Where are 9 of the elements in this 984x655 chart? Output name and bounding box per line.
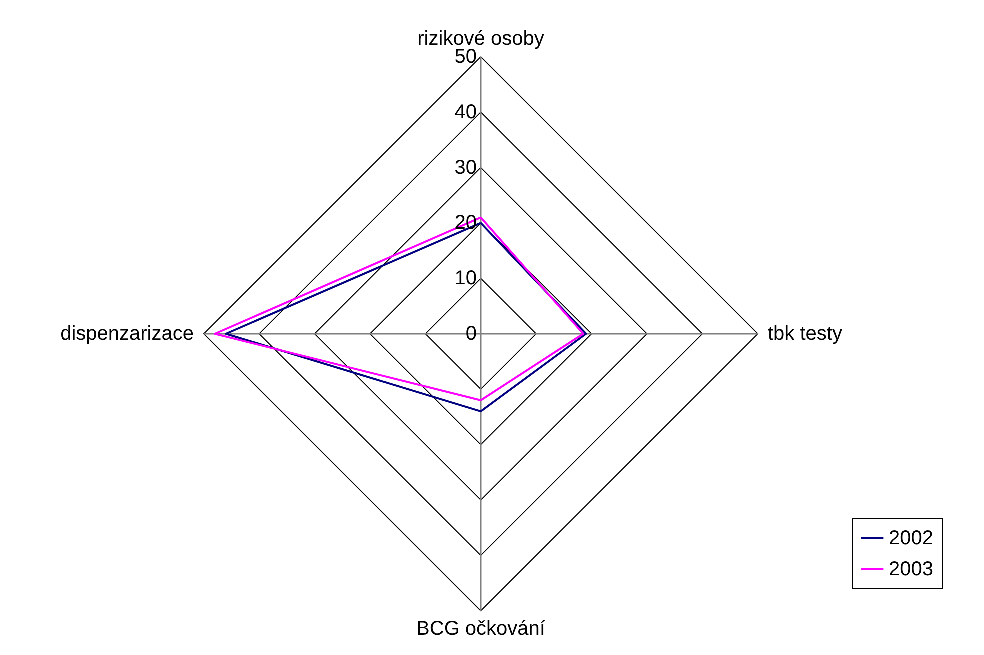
spoke-label: dispenzarizace [60,323,194,345]
y-tick-label: 40 [454,101,477,124]
y-tick-label: 0 [466,323,477,345]
spoke-label: tbk testy [768,323,842,345]
y-tick-label: 10 [454,268,477,290]
legend-label: 2003 [889,558,934,580]
legend-label: 2002 [889,528,934,550]
y-tick-label: 30 [454,156,477,179]
spoke-label: BCG očkování [416,618,546,640]
